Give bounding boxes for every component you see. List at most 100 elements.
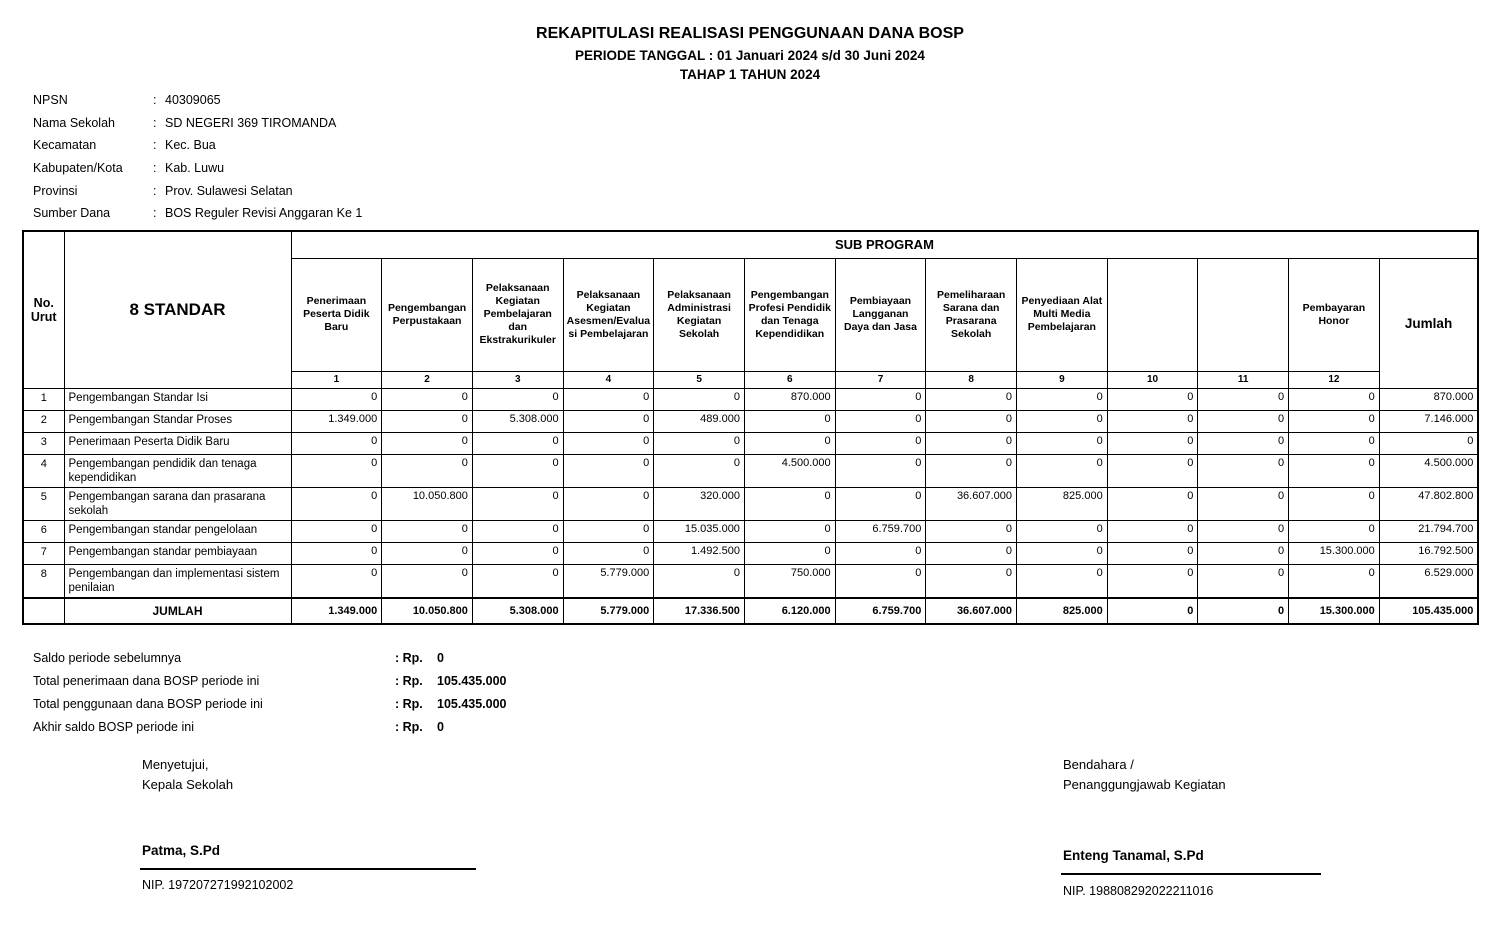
subprogram-col-number-3: 3	[471, 370, 564, 389]
summary-label: Saldo periode sebelumnya	[33, 650, 182, 665]
total-value-col-12: 15.300.000	[1288, 596, 1380, 624]
cell-value-col-8: 0	[925, 519, 1017, 543]
total-value-col-9: 825.000	[1016, 596, 1108, 624]
summary-prefix: : Rp.	[395, 719, 423, 734]
cell-value-col-9: 0	[1016, 541, 1108, 565]
row-jumlah: 0	[1378, 431, 1479, 455]
cell-value-col-8: 0	[925, 563, 1017, 598]
cell-value-col-8: 0	[925, 541, 1017, 565]
subprogram-col-number-10: 10	[1106, 370, 1199, 389]
row-number: 5	[22, 486, 65, 521]
cell-value-col-7: 6.759.700	[834, 519, 927, 543]
cell-value-col-6: 750.000	[743, 563, 836, 598]
subprogram-col-number-1: 1	[290, 370, 383, 389]
meta-value: Kab. Luwu	[165, 161, 225, 176]
cell-value-col-9: 0	[1016, 563, 1108, 598]
subprogram-col-name-5: Pelaksanaan Administrasi Kegiatan Sekola…	[653, 257, 745, 372]
cell-value-col-1: 0	[290, 387, 383, 411]
cell-value-col-5: 489.000	[653, 409, 745, 433]
cell-value-col-9: 0	[1016, 453, 1108, 488]
row-jumlah: 7.146.000	[1378, 409, 1479, 433]
cell-value-col-10: 0	[1106, 563, 1199, 598]
cell-value-col-3: 0	[471, 563, 564, 598]
meta-row-nama-sekolah: Nama Sekolah : SD NEGERI 369 TIROMANDA	[33, 112, 362, 135]
meta-separator: :	[153, 183, 157, 198]
cell-value-col-4: 5.779.000	[562, 563, 655, 598]
recap-table: No. Urut 8 STANDAR SUB PROGRAM Penerimaa…	[22, 230, 1480, 625]
cell-value-col-4: 0	[562, 409, 655, 433]
table-total-row: JUMLAH 1.349.000 10.050.800 5.308.000 5.779.…	[22, 596, 1479, 624]
row-jumlah: 21.794.700	[1378, 519, 1479, 543]
total-value-col-10: 0	[1106, 596, 1199, 624]
signature-line	[1061, 873, 1321, 875]
cell-value-col-2: 0	[381, 541, 473, 565]
total-value-col-6: 6.120.000	[743, 596, 836, 624]
summary-value: 0	[437, 650, 444, 665]
cell-value-col-10: 0	[1106, 519, 1199, 543]
meta-label: Sumber Dana	[33, 206, 111, 221]
cell-value-col-11: 0	[1197, 486, 1290, 521]
cell-value-col-1: 0	[290, 431, 383, 455]
total-value-col-2: 10.050.800	[381, 596, 473, 624]
summary-block: Saldo periode sebelumnya : Rp. 0 Total p…	[33, 646, 507, 738]
table-row-7: 7 Pengembangan standar pembiayaan 0 0 0 0 1.49…	[22, 541, 1479, 565]
cell-value-col-7: 0	[834, 486, 927, 521]
cell-value-col-1: 0	[290, 519, 383, 543]
cell-value-col-11: 0	[1197, 563, 1290, 598]
meta-value: SD NEGERI 369 TIROMANDA	[165, 115, 337, 130]
col-header-sub-program: SUB PROGRAM	[290, 230, 1479, 259]
cell-value-col-10: 0	[1106, 409, 1199, 433]
signature-role-line2: Penanggungjawab Kegiatan	[1063, 777, 1226, 792]
meta-separator: :	[153, 115, 157, 130]
row-standar-name: Pengembangan sarana dan prasarana sekola…	[63, 486, 292, 521]
cell-value-col-2: 0	[381, 453, 473, 488]
cell-value-col-6: 0	[743, 519, 836, 543]
school-meta: NPSN : 40309065 Nama Sekolah : SD NEGERI…	[33, 89, 362, 225]
cell-value-col-6: 870.000	[743, 387, 836, 411]
row-number: 1	[22, 387, 65, 411]
total-row-empty-no	[22, 596, 65, 624]
report-phase: TAHAP 1 TAHUN 2024	[679, 67, 821, 82]
table-header-names-row: Penerimaan Peserta Didik Baru Pengembanga…	[23, 257, 1479, 389]
cell-value-col-7: 0	[834, 563, 927, 598]
cell-value-col-11: 0	[1197, 431, 1290, 455]
signature-role-line1: Menyetujui,	[142, 757, 209, 772]
row-number: 3	[22, 431, 65, 455]
cell-value-col-8: 0	[925, 453, 1017, 488]
subprogram-col-name-4: Pelaksanaan Kegiatan Asesmen/Evaluasi Pe…	[562, 257, 655, 372]
meta-row-npsn: NPSN : 40309065	[33, 89, 362, 112]
cell-value-col-2: 0	[381, 519, 473, 543]
row-jumlah: 6.529.000	[1378, 563, 1479, 598]
row-number: 6	[22, 519, 65, 543]
cell-value-col-4: 0	[562, 486, 655, 521]
meta-label: Provinsi	[33, 183, 78, 198]
cell-value-col-12: 0	[1288, 486, 1380, 521]
cell-value-col-2: 0	[381, 431, 473, 455]
subprogram-col-name-2: Pengembangan Perpustakaan	[381, 257, 473, 372]
summary-row-saldo-sebelumnya: Saldo periode sebelumnya : Rp. 0	[33, 646, 507, 669]
subprogram-col-number-9: 9	[1016, 370, 1108, 389]
cell-value-col-3: 0	[471, 519, 564, 543]
cell-value-col-3: 5.308.000	[471, 409, 564, 433]
cell-value-col-5: 15.035.000	[653, 519, 745, 543]
meta-value: 40309065	[165, 93, 221, 108]
cell-value-col-4: 0	[562, 519, 655, 543]
table-row-2: 2 Pengembangan Standar Proses 1.349.000 0 5.…	[22, 409, 1479, 433]
cell-value-col-11: 0	[1197, 453, 1290, 488]
cell-value-col-10: 0	[1106, 387, 1199, 411]
row-jumlah: 47.802.800	[1378, 486, 1479, 521]
cell-value-col-8: 0	[925, 409, 1017, 433]
cell-value-col-5: 0	[653, 453, 745, 488]
meta-separator: :	[153, 161, 157, 176]
cell-value-col-12: 0	[1288, 453, 1380, 488]
cell-value-col-7: 0	[834, 387, 927, 411]
signature-name: Patma, S.Pd	[142, 843, 221, 858]
row-standar-name: Pengembangan standar pengelolaan	[63, 519, 292, 543]
subprogram-col-number-8: 8	[925, 370, 1017, 389]
col-header-no-urut: No. Urut	[22, 230, 65, 389]
meta-separator: :	[153, 93, 157, 108]
total-row-jumlah: 105.435.000	[1378, 596, 1479, 624]
signature-block-bendahara: Bendahara / Penanggungjawab Kegiatan Ent…	[1061, 755, 1363, 905]
cell-value-col-12: 0	[1288, 431, 1380, 455]
cell-value-col-1: 1.349.000	[290, 409, 383, 433]
